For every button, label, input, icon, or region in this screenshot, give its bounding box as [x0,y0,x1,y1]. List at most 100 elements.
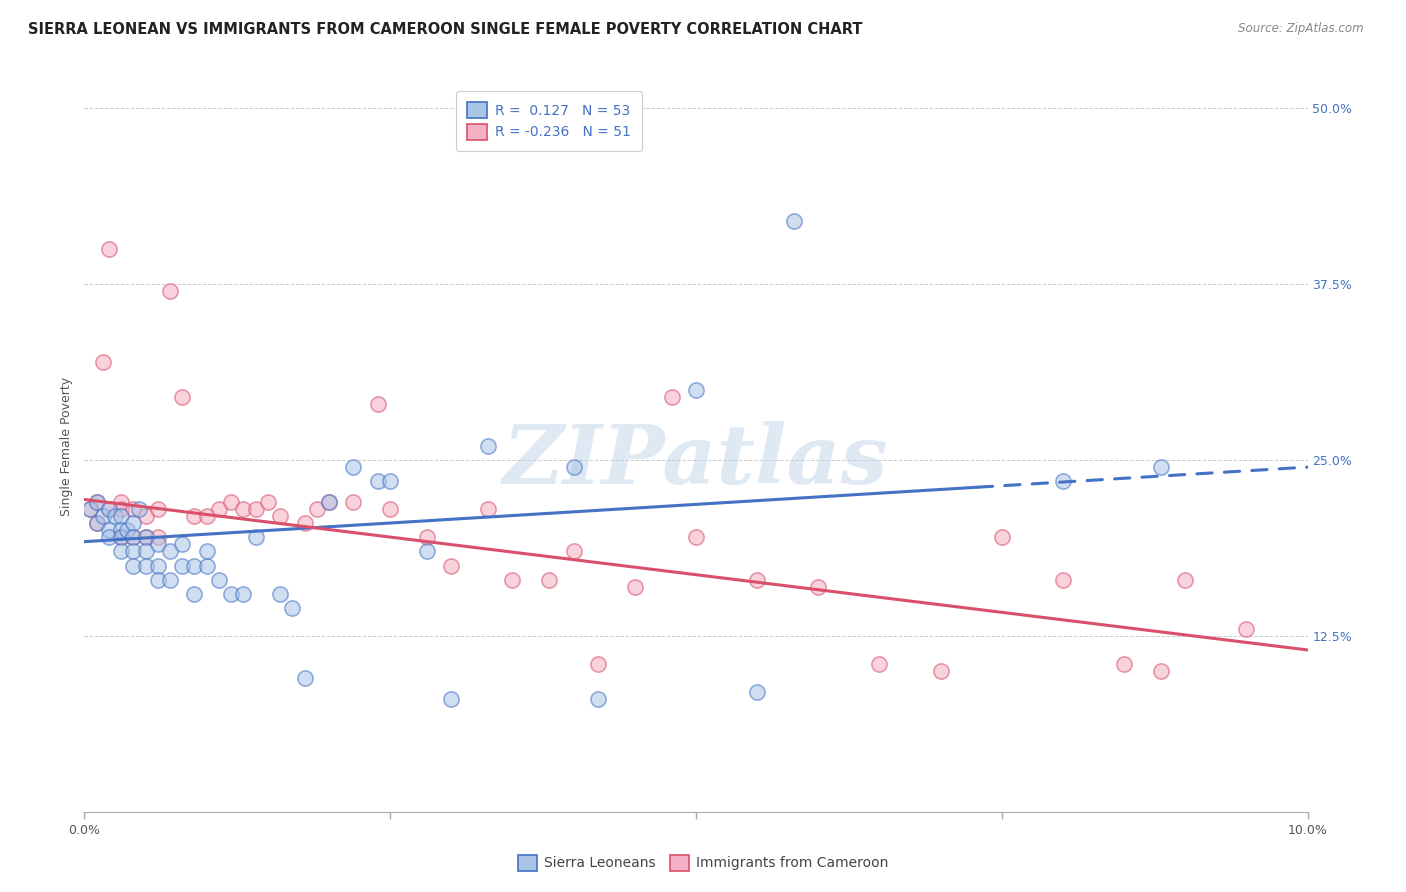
Point [586,657,609,671]
Point [91,354,114,368]
Point [122,558,145,573]
Point [1052,573,1074,587]
Point [807,580,830,594]
Point [624,580,647,594]
Point [208,502,231,516]
Point [159,285,181,299]
Point [110,495,132,509]
Point [110,530,132,544]
Point [97,502,120,516]
Point [1114,657,1136,671]
Point [685,530,707,544]
Point [172,390,194,404]
Point [1174,573,1197,587]
Point [294,671,316,685]
Point [281,600,304,615]
Point [97,502,120,516]
Point [195,509,218,524]
Point [219,495,242,509]
Point [305,502,328,516]
Point [1052,474,1074,488]
Point [135,509,157,524]
Point [86,516,108,531]
Point [115,524,138,538]
Point [869,657,891,671]
Point [122,502,145,516]
Point [991,530,1014,544]
Point [122,516,145,531]
Point [1150,460,1173,475]
Point [661,390,683,404]
Point [110,530,132,544]
Point [122,530,145,544]
Text: SIERRA LEONEAN VS IMMIGRANTS FROM CAMEROON SINGLE FEMALE POVERTY CORRELATION CHA: SIERRA LEONEAN VS IMMIGRANTS FROM CAMERO… [28,22,863,37]
Point [159,544,181,558]
Point [416,544,439,558]
Point [110,502,132,516]
Point [747,573,769,587]
Point [747,685,769,699]
Point [538,573,561,587]
Point [97,530,120,544]
Point [219,587,242,601]
Point [195,558,218,573]
Point [257,495,280,509]
Point [122,530,145,544]
Point [440,692,463,706]
Point [86,516,108,531]
Point [208,573,231,587]
Point [195,544,218,558]
Point [172,537,194,551]
Point [294,516,316,531]
Point [232,587,254,601]
Point [562,460,585,475]
Point [146,530,169,544]
Point [929,664,952,678]
Legend: Sierra Leoneans, Immigrants from Cameroon: Sierra Leoneans, Immigrants from Cameroo… [512,849,894,876]
Point [232,502,254,516]
Point [502,573,524,587]
Text: Source: ZipAtlas.com: Source: ZipAtlas.com [1239,22,1364,36]
Point [783,214,806,228]
Text: ZIPatlas: ZIPatlas [503,421,889,500]
Point [586,692,609,706]
Point [245,530,267,544]
Point [342,460,364,475]
Point [146,502,169,516]
Point [318,495,340,509]
Point [269,587,291,601]
Point [245,502,267,516]
Point [97,524,120,538]
Point [416,530,439,544]
Point [685,383,707,397]
Point [86,495,108,509]
Legend: R =  0.127   N = 53, R = -0.236   N = 51: R = 0.127 N = 53, R = -0.236 N = 51 [456,91,643,151]
Point [367,397,389,411]
Point [135,544,157,558]
Point [122,544,145,558]
Point [146,558,169,573]
Y-axis label: Single Female Poverty: Single Female Poverty [60,376,73,516]
Point [146,573,169,587]
Point [342,495,364,509]
Point [183,558,205,573]
Point [380,474,402,488]
Point [269,509,291,524]
Point [477,502,499,516]
Point [110,524,132,538]
Point [183,587,205,601]
Point [104,509,127,524]
Point [318,495,340,509]
Point [1150,664,1173,678]
Point [562,544,585,558]
Point [183,509,205,524]
Point [135,558,157,573]
Point [135,530,157,544]
Point [477,439,499,453]
Point [79,502,101,516]
Point [91,509,114,524]
Point [110,544,132,558]
Point [79,502,101,516]
Point [172,558,194,573]
Point [110,509,132,524]
